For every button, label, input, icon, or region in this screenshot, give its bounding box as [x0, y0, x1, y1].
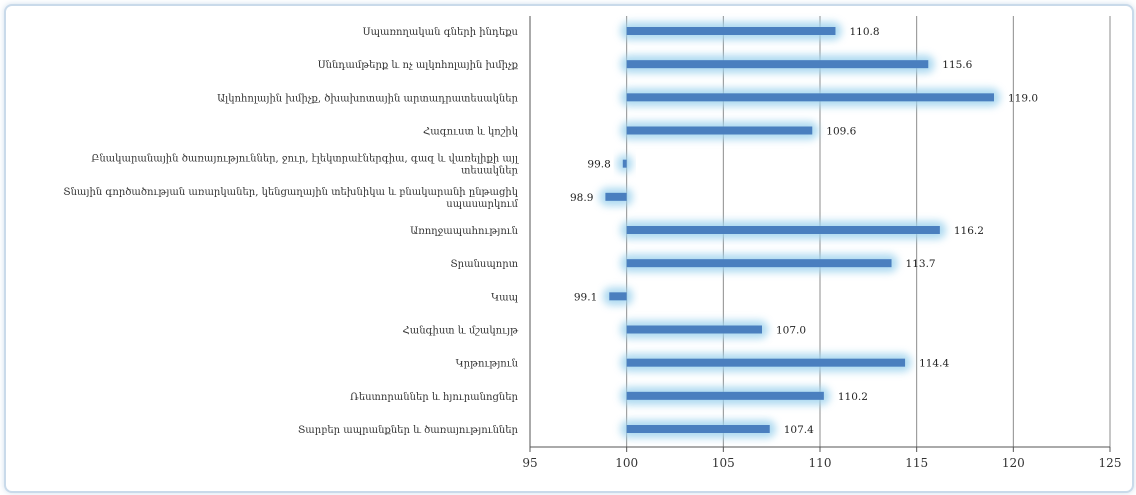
value-label: 107.0 — [776, 325, 806, 337]
bar — [626, 226, 940, 234]
bar — [626, 391, 824, 400]
category-label: Սպառողական գների ինդեքս — [363, 27, 519, 38]
category-label: Առողջապահություն — [410, 226, 519, 237]
category-label: Սննդամթերք և ոչ ալկոհոլային խմիչք — [318, 60, 519, 71]
bar — [626, 259, 892, 268]
value-label: 107.4 — [784, 424, 814, 436]
bar — [626, 126, 813, 135]
value-label: 109.6 — [826, 126, 856, 138]
bar — [626, 425, 770, 433]
value-label: 114.4 — [919, 358, 949, 370]
category-label: Հանգիստ և մշակույթ — [403, 326, 520, 337]
value-label: 113.7 — [906, 258, 936, 270]
x-tick-label: 105 — [712, 456, 735, 470]
value-label: 115.6 — [942, 59, 972, 71]
x-tick-label: 115 — [905, 456, 928, 470]
bar — [626, 325, 762, 334]
chart-frame — [4, 4, 1134, 493]
bar — [626, 93, 994, 102]
value-label: 119.0 — [1008, 92, 1038, 104]
category-label: տեսակներ — [461, 166, 518, 177]
bar — [626, 60, 929, 69]
value-label: 99.8 — [587, 159, 610, 171]
bar — [626, 358, 906, 367]
value-label: 116.2 — [954, 225, 984, 237]
category-label: Ալկոհոլային խմիչք, ծխախոտային արտադրատես… — [217, 93, 518, 104]
category-label: սպասարկում — [446, 199, 518, 210]
bar — [605, 192, 627, 201]
value-label: 98.9 — [570, 192, 593, 204]
value-label: 110.8 — [849, 26, 879, 38]
value-label: 99.1 — [574, 291, 597, 303]
bar — [622, 159, 627, 168]
value-label: 110.2 — [838, 391, 868, 403]
category-label: Տնային գործածության առարկաներ, կենցաղայի… — [63, 187, 518, 198]
category-label: Ռեստորաններ և հյուրանոցներ — [350, 392, 519, 403]
x-tick-label: 120 — [1002, 456, 1025, 470]
category-label: Հագուստ և կոշիկ — [423, 127, 518, 138]
category-label: Տրանսպորտ — [450, 259, 518, 270]
category-label: Տարբեր ապրանքներ և ծառայություններ — [298, 425, 519, 436]
x-tick-label: 95 — [522, 456, 537, 470]
category-label: Բնակարանային ծառայություններ, ջուր, էլեկ… — [91, 154, 519, 165]
category-label: Կրթություն — [456, 359, 519, 370]
x-tick-label: 100 — [615, 456, 638, 470]
x-tick-label: 110 — [809, 456, 832, 470]
category-label: Կապ — [491, 292, 519, 303]
bar — [609, 292, 627, 301]
x-tick-label: 125 — [1099, 456, 1122, 470]
bar — [626, 27, 836, 35]
